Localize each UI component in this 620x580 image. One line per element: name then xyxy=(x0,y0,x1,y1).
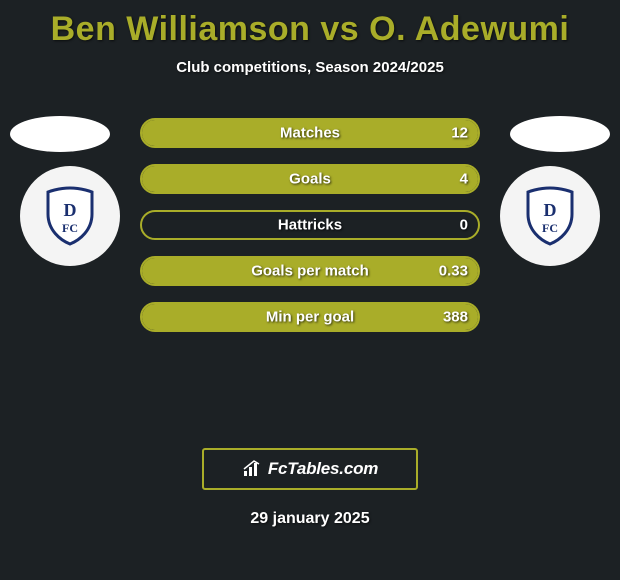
player-thumb-right xyxy=(510,116,610,152)
stat-label: Min per goal xyxy=(266,309,354,326)
svg-text:FC: FC xyxy=(62,221,78,235)
stats-panel: Matches 12 Goals 4 Hattricks 0 Goals per… xyxy=(140,118,480,348)
club-badge-right: D FC xyxy=(500,166,600,266)
svg-text:D: D xyxy=(544,200,557,220)
stat-value: 12 xyxy=(451,125,468,142)
stat-value: 388 xyxy=(443,309,468,326)
stat-row-min-per-goal: Min per goal 388 xyxy=(140,302,480,332)
player-thumb-left xyxy=(10,116,110,152)
brand-box: FcTables.com xyxy=(202,448,418,490)
stat-row-matches: Matches 12 xyxy=(140,118,480,148)
stat-label: Hattricks xyxy=(278,217,342,234)
stat-label: Goals xyxy=(289,171,331,188)
stat-row-goals: Goals 4 xyxy=(140,164,480,194)
stat-value: 4 xyxy=(460,171,468,188)
stat-row-goals-per-match: Goals per match 0.33 xyxy=(140,256,480,286)
svg-text:D: D xyxy=(64,200,77,220)
stat-row-hattricks: Hattricks 0 xyxy=(140,210,480,240)
stat-value: 0.33 xyxy=(439,263,468,280)
brand-text: FcTables.com xyxy=(268,459,378,479)
club-badge-left: D FC xyxy=(20,166,120,266)
page-title: Ben Williamson vs O. Adewumi xyxy=(0,0,620,49)
stat-label: Goals per match xyxy=(251,263,369,280)
shield-icon: D FC xyxy=(38,184,102,248)
svg-text:FC: FC xyxy=(542,221,558,235)
subtitle: Club competitions, Season 2024/2025 xyxy=(0,59,620,76)
stat-value: 0 xyxy=(460,217,468,234)
date-label: 29 january 2025 xyxy=(0,510,620,528)
stat-label: Matches xyxy=(280,125,340,142)
shield-icon: D FC xyxy=(518,184,582,248)
comparison-stage: D FC D FC Matches 12 Goals 4 Hattricks 0 xyxy=(0,96,620,436)
bar-chart-icon xyxy=(242,459,262,479)
